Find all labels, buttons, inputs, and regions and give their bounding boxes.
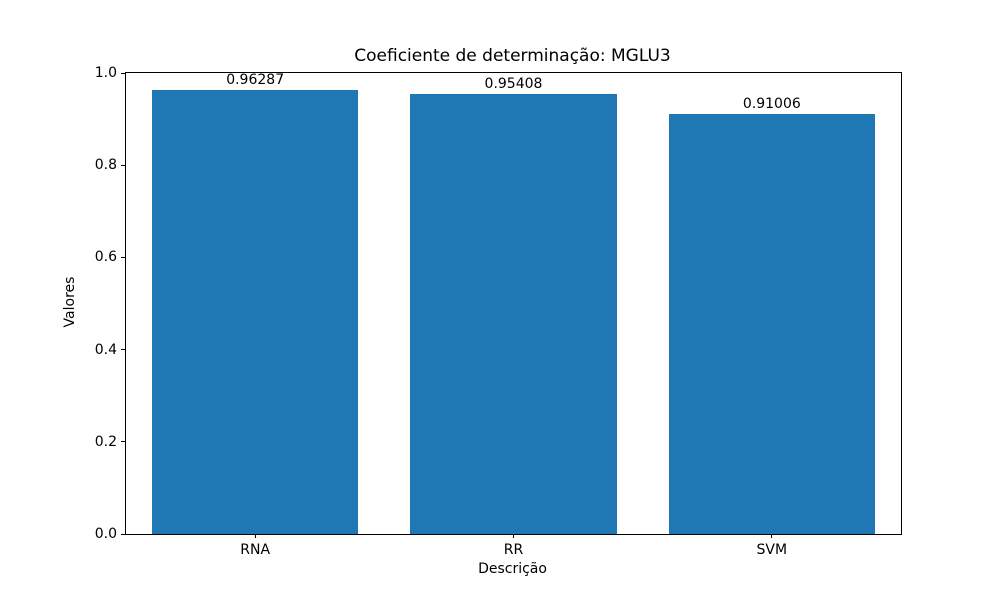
bar-value-label: 0.91006 xyxy=(742,96,801,113)
y-tick-mark xyxy=(121,533,125,535)
y-tick-label: 0.8 xyxy=(94,157,117,174)
y-tick-label: 0.6 xyxy=(94,249,117,266)
y-axis-label: Valores xyxy=(62,276,78,328)
y-tick-mark xyxy=(121,349,125,351)
y-tick-label: 0.0 xyxy=(94,526,117,542)
chart-title: Coeficiente de determinação: MGLU3 xyxy=(354,46,671,66)
x-tick-label: RR xyxy=(503,542,524,558)
y-tick-mark xyxy=(121,72,125,74)
plot-area: 0.0 0.2 0.4 0.6 0.8 1.0 0.96287 RNA 0.95408 RR 0.9… xyxy=(95,65,902,558)
x-tick-mark xyxy=(254,534,256,538)
bar xyxy=(410,94,617,534)
bar-value-label: 0.96287 xyxy=(226,72,285,89)
y-tick-label: 1.0 xyxy=(94,65,117,81)
x-tick-mark xyxy=(771,534,773,538)
y-tick-mark xyxy=(121,256,125,258)
y-tick-mark xyxy=(121,164,125,166)
y-tick-label: 0.2 xyxy=(94,433,117,450)
bar-value-label: 0.95408 xyxy=(484,76,543,93)
x-tick-label: RNA xyxy=(240,542,271,558)
x-tick-mark xyxy=(513,534,514,538)
bar xyxy=(668,114,876,534)
x-axis-label: Descrição xyxy=(478,561,547,577)
y-tick-mark xyxy=(121,441,125,443)
x-tick-label: SVM xyxy=(756,542,788,558)
bar xyxy=(151,90,359,534)
y-tick-label: 0.4 xyxy=(94,341,117,358)
